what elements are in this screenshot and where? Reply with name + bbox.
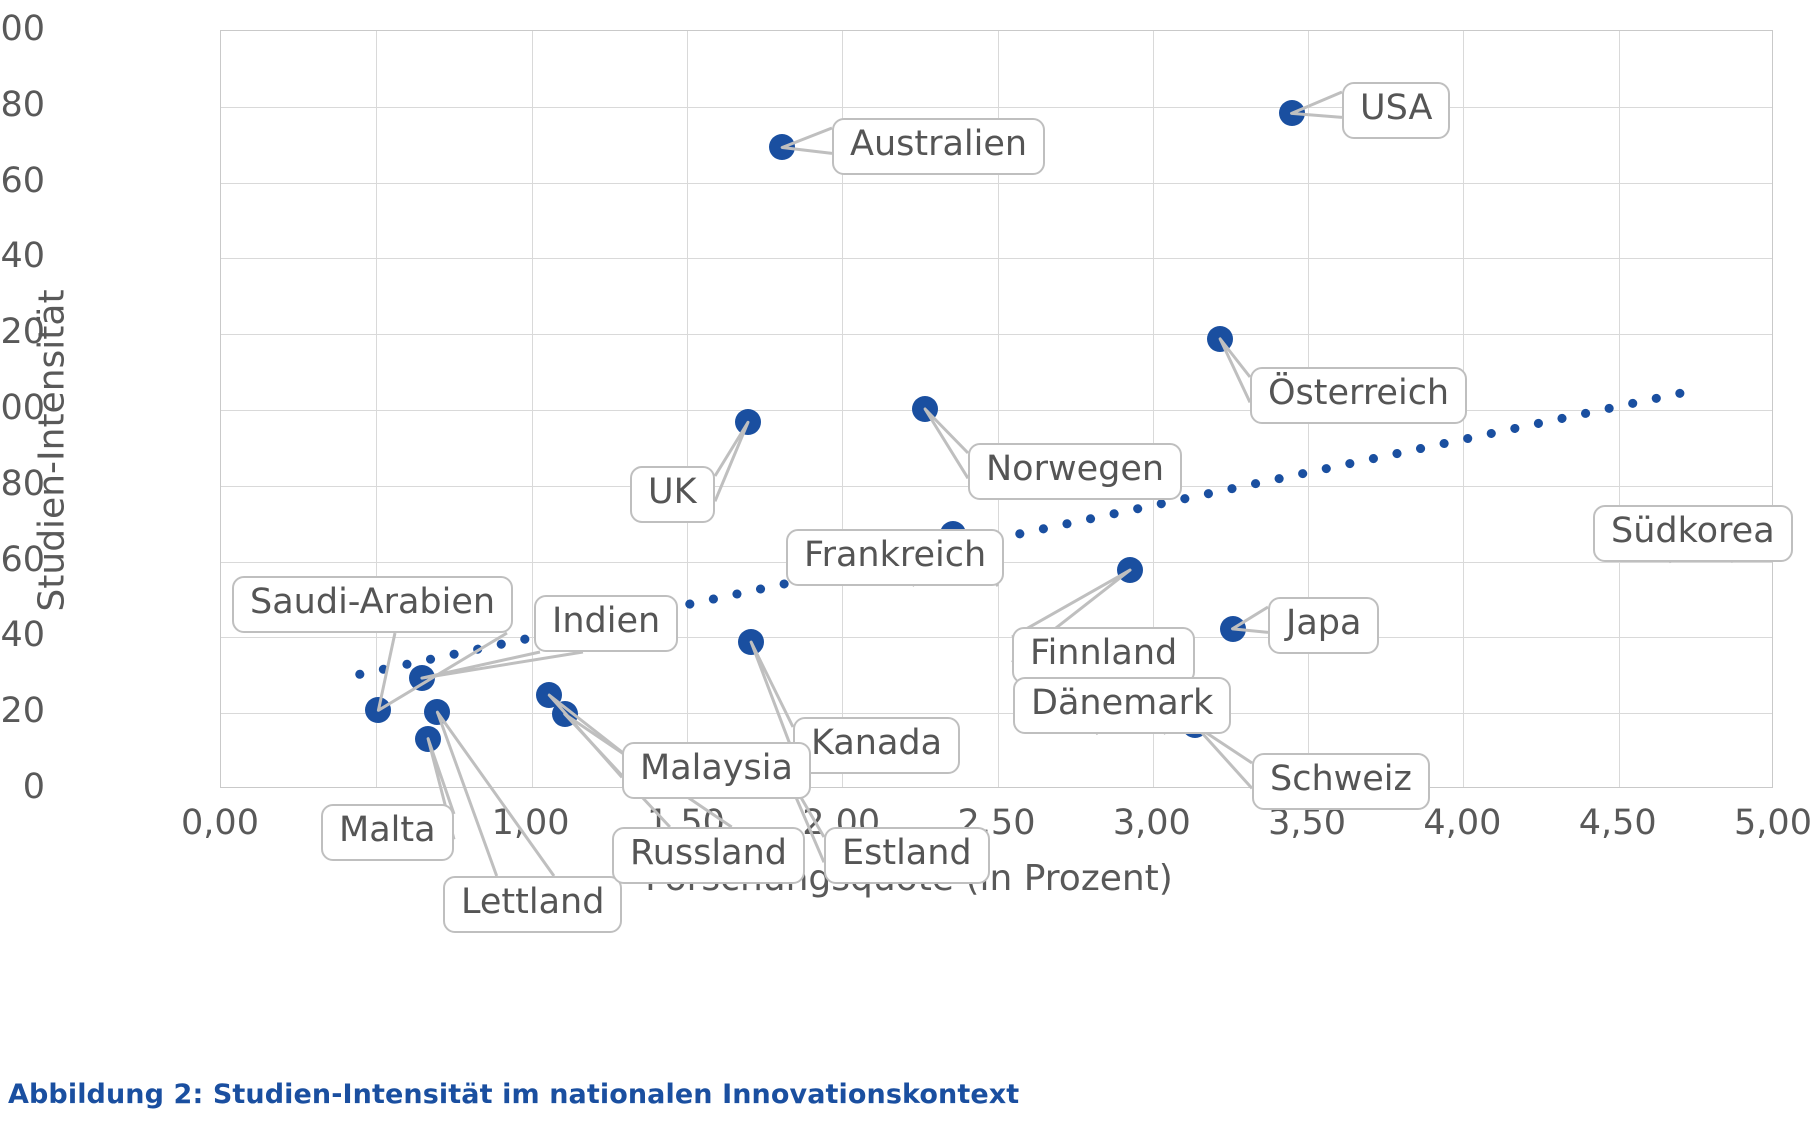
y-tick-label: 180 xyxy=(0,84,45,125)
data-point-marker-norwegen xyxy=(912,396,939,422)
figure-caption: Abbildung 2: Studien-Intensität im natio… xyxy=(8,1079,1020,1110)
point-label-malta: Malta xyxy=(321,804,454,862)
point-label-osterreich: Österreich xyxy=(1250,367,1468,425)
point-label-indien: Indien xyxy=(534,595,679,653)
x-tick-label: 1,00 xyxy=(491,803,570,843)
x-tick-label: 4,50 xyxy=(1578,803,1657,843)
point-label-usa: USA xyxy=(1342,82,1451,140)
data-point-marker-finnland xyxy=(1117,557,1144,584)
y-tick-label: 60 xyxy=(0,539,45,580)
x-tick-label: 5,00 xyxy=(1734,803,1812,843)
point-label-japa: Japa xyxy=(1268,597,1380,655)
point-label-estland: Estland xyxy=(824,827,990,885)
y-tick-label: 80 xyxy=(0,463,45,504)
gridline-horizontal xyxy=(221,258,1772,260)
gridline-vertical xyxy=(531,31,533,787)
data-point-marker-saudi-arabien xyxy=(365,697,392,724)
gridline-horizontal xyxy=(221,410,1772,411)
data-point-marker-osterreich xyxy=(1207,325,1234,352)
point-label-norwegen: Norwegen xyxy=(968,443,1183,501)
data-point-marker-usa xyxy=(1278,100,1305,127)
data-point-marker-japa xyxy=(1219,615,1246,642)
gridline-horizontal xyxy=(221,106,1772,108)
x-tick-label: 0,00 xyxy=(181,803,259,843)
data-point-marker-malta xyxy=(415,725,442,752)
y-tick-label: 100 xyxy=(0,388,45,428)
y-tick-label: 0 xyxy=(22,767,45,807)
point-label-frankreich: Frankreich xyxy=(786,529,1005,587)
y-tick-label: 160 xyxy=(0,160,45,201)
gridline-horizontal xyxy=(221,713,1772,715)
x-tick-label: 4,00 xyxy=(1423,803,1502,843)
y-tick-label: 140 xyxy=(0,236,45,277)
gridline-vertical xyxy=(376,31,378,787)
point-label-malaysia: Malaysia xyxy=(622,742,811,800)
x-tick-label: 3,50 xyxy=(1268,803,1347,843)
y-tick-label: 20 xyxy=(0,691,45,732)
point-label-russland: Russland xyxy=(612,827,805,885)
point-label-schweiz: Schweiz xyxy=(1252,753,1430,811)
point-label-kanada: Kanada xyxy=(793,717,961,775)
y-tick-label: 200 xyxy=(0,9,45,49)
data-point-marker-lettland xyxy=(424,699,451,726)
point-label-lettland: Lettland xyxy=(443,876,623,934)
gridline-vertical xyxy=(1618,31,1620,787)
gridline-horizontal xyxy=(221,182,1772,184)
point-label-saudi-arabien: Saudi-Arabien xyxy=(232,576,514,634)
y-tick-label: 120 xyxy=(0,312,45,353)
point-label-sudkorea: Südkorea xyxy=(1593,505,1793,563)
point-label-finnland: Finnland xyxy=(1012,627,1196,685)
y-tick-label: 40 xyxy=(0,615,45,656)
data-point-marker-australien xyxy=(769,134,796,161)
point-label-australien: Australien xyxy=(832,118,1046,176)
x-tick-label: 3,00 xyxy=(1112,803,1191,843)
data-point-marker-russland xyxy=(551,701,578,728)
point-label-uk: UK xyxy=(630,466,715,524)
data-point-marker-indien xyxy=(408,665,435,692)
point-label-danemark: Dänemark xyxy=(1013,677,1232,735)
gridline-horizontal xyxy=(221,637,1772,639)
gridline-vertical xyxy=(686,31,688,787)
data-point-marker-kanada xyxy=(738,629,765,656)
data-point-marker-uk xyxy=(735,409,762,436)
gridline-horizontal xyxy=(221,334,1772,336)
